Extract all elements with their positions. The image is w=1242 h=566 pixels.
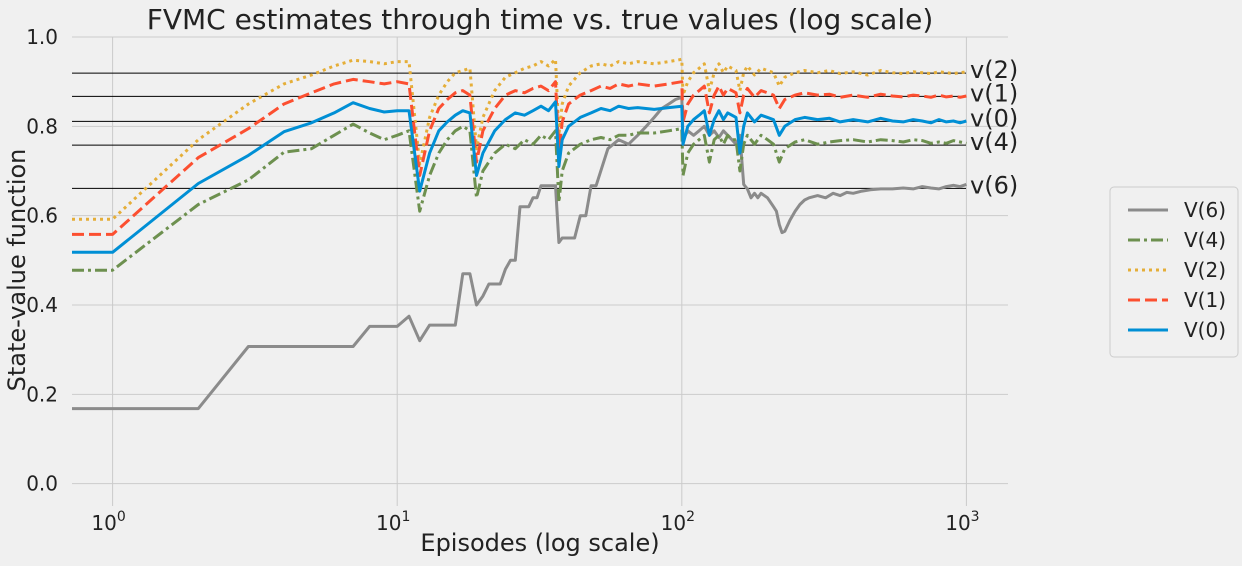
series-line-V1: [72, 77, 967, 236]
y-tick-label: 0.4: [26, 293, 58, 317]
series-line-V0: [72, 100, 967, 254]
y-tick-label: 0.0: [26, 472, 58, 496]
y-tick-label: 0.2: [26, 382, 58, 406]
legend-label: V(1): [1184, 288, 1226, 312]
y-axis-label: State-value function: [3, 149, 31, 392]
legend: V(6) V(4) V(2) V(1) V(0): [1109, 186, 1239, 358]
legend-label: V(2): [1184, 258, 1226, 282]
legend-label: V(4): [1184, 228, 1226, 252]
true-value-label: v(6): [970, 171, 1018, 199]
y-tick-label: 1.0: [26, 25, 58, 49]
legend-box: [1109, 186, 1239, 358]
x-tick-label: 100: [91, 509, 125, 535]
x-tick-labels: 100 101 102 103: [91, 509, 979, 535]
series-line-V6: [72, 95, 967, 411]
grid-layer: [72, 36, 1008, 506]
x-axis-label: Episodes (log scale): [420, 529, 659, 557]
true-value-label: v(1): [970, 79, 1018, 107]
x-tick-label: 101: [376, 509, 410, 535]
x-tick-label: 103: [945, 509, 979, 535]
true-value-label: v(0): [970, 104, 1018, 132]
true-value-label: v(2): [970, 56, 1018, 84]
legend-label: V(6): [1184, 198, 1226, 222]
chart-title: FVMC estimates through time vs. true val…: [147, 3, 934, 36]
y-tick-label: 0.6: [26, 204, 58, 228]
series-line-V4: [72, 122, 967, 272]
true-value-label: v(4): [970, 128, 1018, 156]
legend-label: V(0): [1184, 318, 1226, 342]
series-lines: [72, 57, 967, 411]
y-tick-label: 0.8: [26, 114, 58, 138]
series-line-V2: [72, 57, 967, 221]
y-tick-labels: 0.0 0.2 0.4 0.6 0.8 1.0: [26, 25, 58, 496]
x-tick-label: 102: [661, 509, 695, 535]
